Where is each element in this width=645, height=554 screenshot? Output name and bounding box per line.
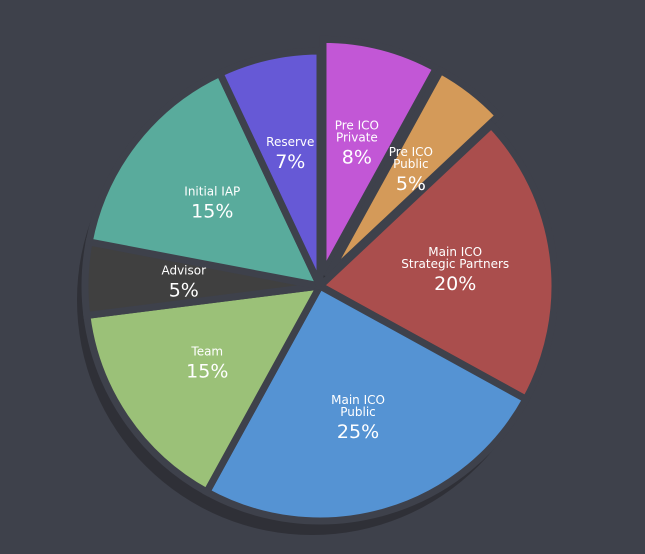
- slice-name-main-ico-public: Main ICO: [331, 393, 385, 407]
- slice-percent-main-ico-strategic-partners: 20%: [434, 273, 476, 295]
- pie-slice-initial-iap: [85, 68, 327, 291]
- pie-slice-pre-ico-public: [324, 65, 504, 280]
- pie-slice-main-ico-strategic-partners: [314, 120, 559, 404]
- slice-percent-team: 15%: [186, 361, 228, 383]
- pie-slice-team: [82, 281, 327, 497]
- slice-name-pre-ico-private: Pre ICO: [335, 118, 379, 132]
- slice-name-advisor: Advisor: [161, 264, 206, 278]
- slice-name-pre-ico-public: Pre ICO: [389, 145, 433, 159]
- slice-name-reserve: Reserve: [266, 135, 314, 149]
- pie-slice-layer: [81, 35, 559, 525]
- pie-slice-pre-ico-private: [319, 35, 441, 277]
- slice-name-main-ico-strategic-partners: Main ICO: [428, 245, 482, 259]
- slice-percent-pre-ico-public: 5%: [396, 173, 426, 195]
- pie-slice-main-ico-public: [202, 281, 531, 525]
- slice-percent-advisor: 5%: [169, 280, 199, 302]
- slice-percent-main-ico-public: 25%: [337, 421, 379, 443]
- slice-percent-pre-ico-private: 8%: [342, 146, 372, 168]
- slice-name-main-ico-strategic-partners: Strategic Partners: [401, 257, 509, 271]
- pie-slice-reserve: [215, 47, 324, 288]
- slice-name-pre-ico-private: Private: [336, 130, 378, 144]
- slice-name-pre-ico-public: Public: [393, 157, 429, 171]
- slice-name-team: Team: [190, 345, 223, 359]
- slice-name-initial-iap: Initial IAP: [184, 184, 240, 198]
- slice-percent-reserve: 7%: [275, 151, 305, 173]
- slice-name-main-ico-public: Public: [340, 405, 376, 419]
- slice-percent-initial-iap: 15%: [191, 200, 233, 222]
